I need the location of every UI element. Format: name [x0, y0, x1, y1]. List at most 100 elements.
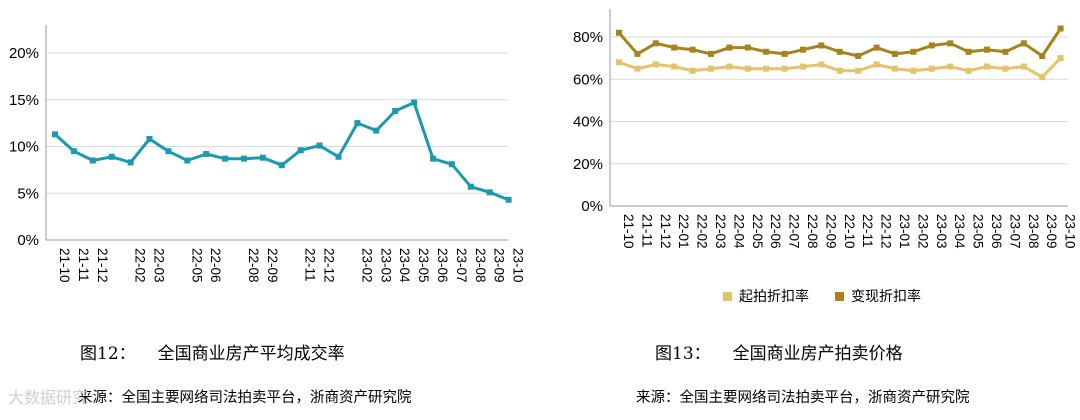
data-point: [1002, 48, 1009, 55]
data-point: [947, 63, 954, 70]
x-tick-label: 23-08: [1026, 214, 1041, 249]
x-tick-label: 21-12: [95, 248, 110, 283]
x-tick-label: 21-11: [639, 214, 654, 248]
x-tick-label: 22-01: [676, 214, 691, 249]
series-line: [618, 57, 1062, 79]
x-tick-label: 22-12: [879, 214, 894, 249]
data-point: [726, 44, 733, 51]
data-point: [1039, 74, 1046, 81]
series-line: [54, 101, 510, 202]
caption-number: 图13：: [655, 344, 711, 364]
x-tick-label: 22-12: [322, 248, 337, 283]
data-point: [616, 59, 622, 66]
legend-marker: [723, 292, 732, 301]
x-tick-label: 22-05: [189, 248, 204, 283]
data-point: [259, 154, 266, 161]
legend-marker: [835, 292, 844, 301]
data-point: [184, 157, 191, 164]
x-tick-label: 22-05: [750, 214, 765, 249]
data-point: [297, 147, 304, 154]
y-tick-label: 10%: [9, 139, 39, 156]
data-point: [873, 44, 880, 51]
data-point: [467, 183, 474, 190]
x-tick-label: 21-11: [76, 248, 91, 282]
caption-text: 全国商业房产拍卖价格: [732, 344, 903, 364]
x-tick-label: 22-03: [152, 248, 167, 283]
x-tick-label: 23-09: [1044, 214, 1059, 249]
data-point: [763, 65, 770, 72]
caption-number: 图12：: [80, 344, 136, 364]
data-point: [634, 50, 641, 57]
data-point: [335, 153, 342, 160]
data-point: [892, 50, 898, 57]
data-point: [203, 150, 210, 157]
data-point: [1039, 53, 1046, 60]
data-point: [316, 142, 323, 149]
y-tick-label: 0%: [581, 198, 603, 215]
data-point: [486, 189, 493, 196]
data-point: [165, 148, 172, 155]
data-point: [800, 46, 806, 53]
data-point: [146, 136, 153, 143]
x-tick-label: 23-05: [416, 248, 431, 283]
x-tick-label: 23-06: [435, 248, 450, 283]
data-point: [354, 120, 361, 127]
x-tick-label: 23-04: [397, 248, 412, 283]
data-point: [127, 159, 134, 166]
x-tick-label: 22-11: [303, 248, 318, 282]
data-point: [744, 44, 751, 51]
x-tick-label: 23-07: [1007, 214, 1022, 249]
x-tick-label: 23-05: [971, 214, 986, 249]
data-point: [1057, 25, 1064, 32]
data-point: [800, 63, 806, 70]
x-tick-label: 22-09: [823, 214, 838, 249]
caption-text: 全国商业房产平均成交率: [157, 344, 345, 364]
data-point: [278, 162, 285, 169]
data-point: [70, 148, 77, 155]
data-point: [1020, 63, 1027, 70]
x-tick-label: 23-10: [1063, 214, 1078, 249]
data-point: [1002, 65, 1009, 72]
x-tick-label: 22-10: [842, 214, 857, 249]
x-tick-label: 22-02: [133, 248, 148, 283]
x-tick-label: 23-10: [511, 248, 526, 283]
data-point: [689, 46, 696, 53]
x-tick-label: 22-03: [713, 214, 728, 249]
data-point: [818, 61, 825, 68]
x-tick-label: 23-09: [492, 248, 507, 283]
x-tick-label: 22-11: [860, 214, 875, 248]
y-tick-label: 0%: [17, 232, 39, 249]
data-point: [984, 46, 990, 53]
data-point: [855, 67, 862, 74]
data-point: [1020, 40, 1027, 47]
data-point: [222, 155, 229, 162]
data-point: [836, 67, 843, 74]
legend-label: 起拍折扣率: [739, 288, 809, 305]
data-point: [689, 67, 696, 74]
x-tick-label: 22-07: [787, 214, 802, 249]
y-tick-label: 60%: [573, 71, 603, 88]
data-point: [708, 65, 714, 72]
data-point: [241, 155, 247, 162]
data-point: [1057, 55, 1064, 62]
caption-chart-13: 图13： 全国商业房产拍卖价格: [655, 339, 903, 364]
y-tick-label: 15%: [9, 92, 39, 109]
data-point: [448, 161, 455, 168]
data-point: [965, 67, 972, 74]
data-point: [910, 67, 917, 74]
data-point: [928, 65, 935, 72]
x-tick-label: 23-02: [359, 248, 374, 283]
x-tick-label: 23-03: [378, 248, 393, 283]
data-point: [616, 29, 622, 36]
x-tick-label: 23-07: [454, 248, 469, 283]
data-point: [373, 127, 380, 134]
data-point: [910, 48, 917, 55]
data-point: [726, 63, 733, 70]
data-point: [430, 155, 436, 162]
data-point: [505, 196, 512, 203]
chart-commercial-transaction-rate: 0% 5% 10% 15% 20% 21-10 21-11 21-12 22-02 22-03 22…: [9, 25, 526, 283]
data-point: [411, 99, 418, 106]
data-point: [836, 48, 843, 55]
watermark: 大数据研究: [8, 388, 89, 407]
data-point: [671, 63, 678, 70]
